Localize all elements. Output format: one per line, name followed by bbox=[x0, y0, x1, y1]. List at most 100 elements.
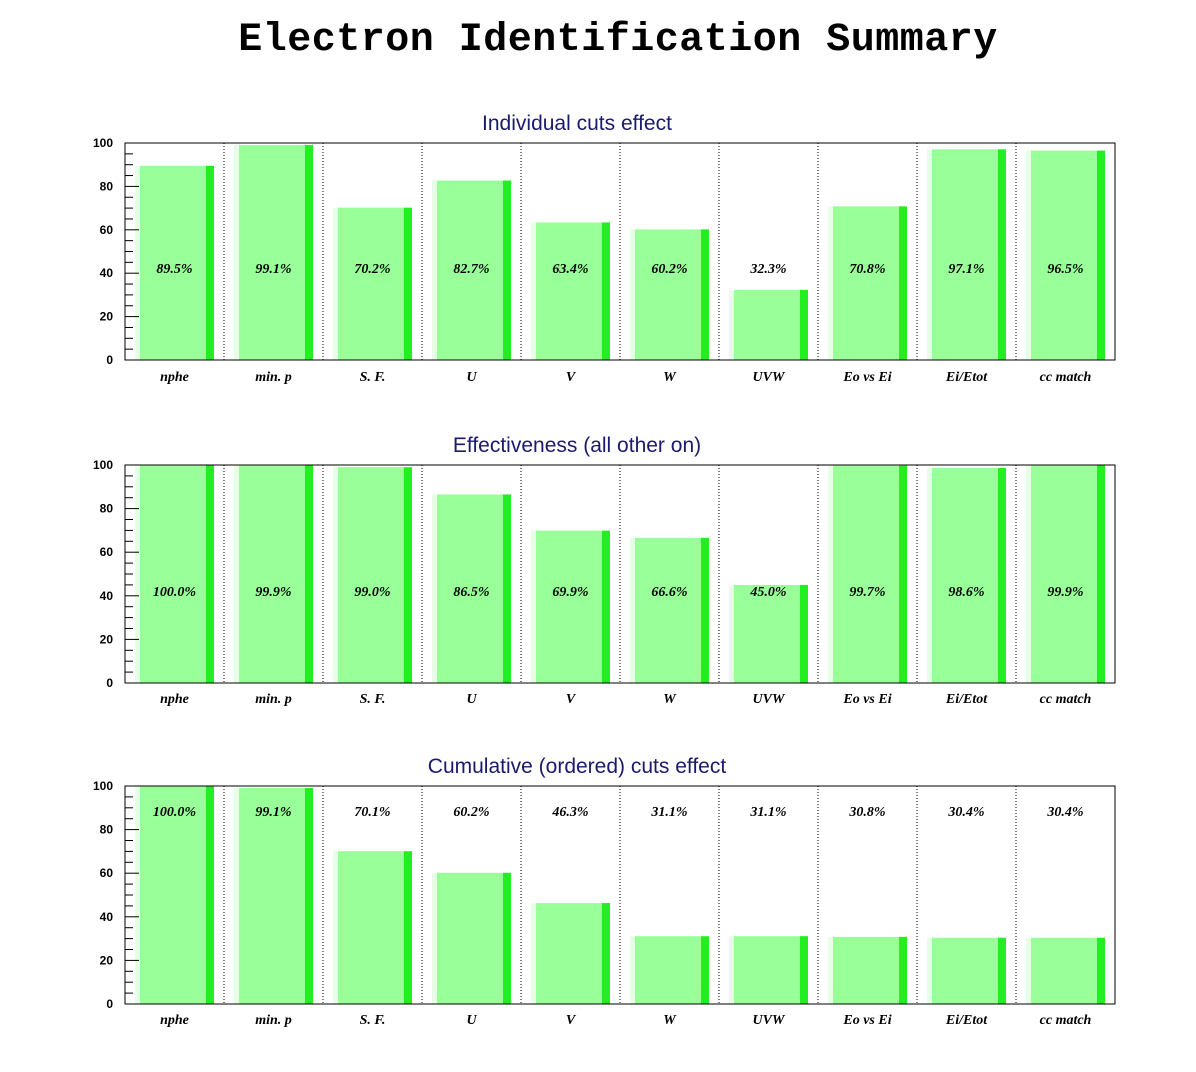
bar-min. p bbox=[239, 144, 306, 360]
bar-shadow bbox=[927, 149, 935, 360]
bar-shadow bbox=[828, 936, 836, 1004]
bar-edge bbox=[206, 786, 214, 1004]
y-tick-label: 60 bbox=[100, 545, 114, 559]
bar-shadow bbox=[630, 537, 638, 683]
category-label: W bbox=[663, 370, 677, 385]
value-label: 60.2% bbox=[453, 805, 489, 820]
category-label: S. F. bbox=[360, 1013, 386, 1028]
y-tick-label: 80 bbox=[100, 823, 114, 837]
bar-shadow bbox=[432, 494, 440, 683]
value-label: 100.0% bbox=[153, 585, 196, 600]
bar-cc match bbox=[1031, 937, 1098, 1004]
category-label: nphe bbox=[160, 370, 189, 385]
y-tick-label: 40 bbox=[100, 266, 114, 280]
value-label: 30.4% bbox=[947, 805, 984, 820]
bar-S. F. bbox=[338, 851, 405, 1004]
main-title: Electron Identification Summary bbox=[238, 18, 998, 63]
value-label: 98.6% bbox=[948, 585, 984, 600]
category-label: V bbox=[566, 692, 577, 707]
category-label: U bbox=[466, 1013, 477, 1028]
bar-edge bbox=[998, 468, 1006, 683]
bar-edge bbox=[305, 465, 313, 683]
value-label: 89.5% bbox=[156, 262, 192, 277]
bar-UVW bbox=[734, 936, 801, 1004]
value-label: 32.3% bbox=[749, 262, 786, 277]
bar-shadow bbox=[729, 289, 737, 360]
bar-shadow bbox=[828, 206, 836, 360]
bar-Ei/Etot bbox=[932, 468, 999, 683]
bar-edge bbox=[503, 494, 511, 683]
bar-S. F. bbox=[338, 207, 405, 360]
bar-edge bbox=[1097, 150, 1105, 360]
bar-edge bbox=[800, 584, 808, 683]
bar-shadow bbox=[927, 937, 935, 1004]
value-label: 30.4% bbox=[1046, 805, 1083, 820]
bar-edge bbox=[800, 289, 808, 360]
category-label: W bbox=[663, 692, 677, 707]
value-label: 86.5% bbox=[453, 585, 489, 600]
y-tick-label: 40 bbox=[100, 910, 114, 924]
category-label: min. p bbox=[255, 692, 292, 707]
bar-nphe bbox=[140, 465, 207, 683]
value-label: 99.7% bbox=[849, 585, 885, 600]
bar-U bbox=[437, 872, 504, 1004]
bar-W bbox=[635, 936, 702, 1004]
bar-edge bbox=[998, 937, 1006, 1004]
category-label: Eo vs Ei bbox=[842, 1013, 891, 1028]
bar-edge bbox=[602, 222, 610, 360]
bar-edge bbox=[602, 530, 610, 683]
bar-shadow bbox=[234, 465, 242, 683]
chart-panel-3: Cumulative (ordered) cuts effect 0 20 40 60 8… bbox=[93, 755, 1116, 1028]
y-tick-label: 0 bbox=[106, 676, 113, 690]
bar-V bbox=[536, 222, 603, 360]
category-label: min. p bbox=[255, 1013, 292, 1028]
y-tick-label: 100 bbox=[93, 458, 113, 472]
bar-shadow bbox=[1026, 937, 1034, 1004]
bar-edge bbox=[404, 851, 412, 1004]
chart-panel-2: Effectiveness (all other on) 0 20 40 60 80 100… bbox=[93, 434, 1116, 707]
category-label: U bbox=[466, 692, 477, 707]
chart-panel-1: Individual cuts effect 0 20 40 60 80 100 nphe mi… bbox=[93, 112, 1116, 385]
y-tick-label: 20 bbox=[100, 632, 114, 646]
bar-shadow bbox=[531, 222, 539, 360]
bar-edge bbox=[701, 229, 709, 360]
category-label: S. F. bbox=[360, 692, 386, 707]
value-label: 30.8% bbox=[848, 805, 885, 820]
y-tick-label: 20 bbox=[100, 953, 114, 967]
value-label: 97.1% bbox=[948, 262, 984, 277]
bar-min. p bbox=[239, 787, 306, 1004]
bar-shadow bbox=[234, 144, 242, 360]
value-label: 100.0% bbox=[153, 805, 196, 820]
category-label: nphe bbox=[160, 1013, 189, 1028]
category-label: U bbox=[466, 370, 477, 385]
bar-W bbox=[635, 537, 702, 683]
bar-edge bbox=[305, 787, 313, 1004]
value-label: 63.4% bbox=[552, 262, 588, 277]
y-tick-label: 0 bbox=[106, 353, 113, 367]
bar-V bbox=[536, 530, 603, 683]
value-label: 46.3% bbox=[551, 805, 588, 820]
value-label: 31.1% bbox=[749, 805, 786, 820]
y-tick-label: 100 bbox=[93, 779, 113, 793]
bar-shadow bbox=[828, 465, 836, 683]
bar-edge bbox=[206, 465, 214, 683]
value-label: 69.9% bbox=[552, 585, 588, 600]
category-label: UVW bbox=[753, 370, 786, 385]
value-label: 70.1% bbox=[354, 805, 390, 820]
y-tick-label: 0 bbox=[106, 997, 113, 1011]
bar-shadow bbox=[135, 465, 143, 683]
value-label: 45.0% bbox=[749, 585, 786, 600]
value-label: 31.1% bbox=[650, 805, 687, 820]
category-label: cc match bbox=[1040, 1013, 1092, 1028]
bar-edge bbox=[701, 537, 709, 683]
value-label: 60.2% bbox=[651, 262, 687, 277]
category-label: W bbox=[663, 1013, 677, 1028]
category-label: V bbox=[566, 1013, 577, 1028]
bar-edge bbox=[701, 936, 709, 1004]
bar-shadow bbox=[927, 468, 935, 683]
category-label: UVW bbox=[753, 1013, 786, 1028]
category-label: V bbox=[566, 370, 577, 385]
bar-min. p bbox=[239, 465, 306, 683]
panel-title: Cumulative (ordered) cuts effect bbox=[428, 755, 727, 778]
